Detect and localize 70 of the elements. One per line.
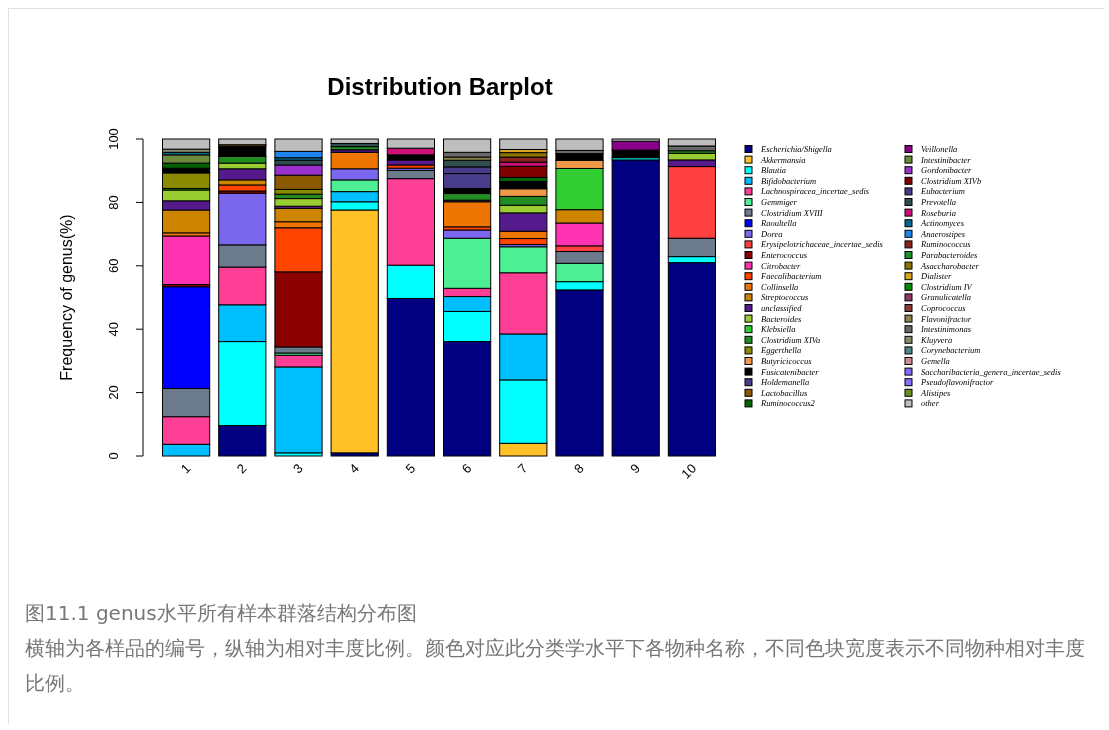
legend-label: Veillonella [921,144,958,154]
legend-label: Roseburia [920,207,956,218]
legend-label: Clostridium XVIII [761,207,824,218]
legend-label: Eggerthella [760,345,802,356]
y-axis-title: Frequency of genus(%) [58,214,75,381]
legend-label: Eubacterium [920,186,965,197]
legend-label: Bacteroides [761,313,802,324]
legend-label: Lactobacillus [760,387,808,398]
x-tick-label: 2 [233,460,250,477]
legend-label: Ruminococcus [920,239,972,250]
legend-label: Blautia [761,165,787,176]
x-tick-label: 10 [678,460,700,482]
legend-label: Actinomyces [920,218,965,229]
y-tick-label: 0 [105,452,121,460]
legend-label: other [921,398,940,409]
legend-label: Collinsella [761,281,799,292]
legend-label: Kluyvera [920,334,953,345]
x-tick-label: 9 [627,460,643,477]
legend-label: Clostridium XIVa [761,334,821,345]
legend-label: Ruminococcus2 [760,398,816,409]
y-tick-label: 100 [105,128,121,150]
legend-label: Prevotella [920,197,957,207]
legend-label: Coprococcus [921,303,967,313]
chart-title: Distribution Barplot [327,73,553,100]
legend-label: Gemella [921,356,950,366]
x-tick-label: 3 [290,460,306,477]
x-tick-label: 5 [402,460,419,477]
legend-label: Holdemanella [760,377,810,388]
legend-label: Lachnospiracea_incertae_sedis [760,186,870,197]
legend-label: Butyricicoccus [761,356,813,366]
legend-label: Klebsiella [760,324,796,335]
legend-label: Faecalibacterium [760,271,822,282]
y-tick-label: 80 [105,195,121,210]
legend-label: Asaccharobacter [920,260,980,271]
text: 横轴为各样品的编号，纵轴为相对丰度比例。颜色对应此分类学水平下各物种名称，不同色块宽度表示不同物种相对丰度比例。 [25,635,1086,697]
legend-label: Streptococcus [761,292,810,303]
legend-label: Dorea [760,228,783,239]
x-tick-label: 7 [514,460,531,477]
legend-label: Citrobacter [761,260,802,271]
legend-label: Bifidobacterium [761,175,817,186]
y-tick-label: 20 [105,385,121,400]
legend-label: Enterococcus [760,250,808,260]
y-tick-label: 60 [105,258,121,274]
legend-label: Flavonifractor [920,313,972,324]
legend-label: Raoultella [760,218,797,229]
legend-label: Gemmiger [761,197,798,207]
legend-label: Akkermansia [760,154,806,165]
legend-label: Anaerostipes [920,228,966,239]
x-tick-label: 6 [458,460,475,477]
legend-label: Dialister [920,271,952,282]
legend-label: Granulicatella [921,292,972,303]
x-tick-label: 4 [346,460,362,477]
legend-label: Alistipes [920,387,951,398]
caption: 图11.1 genus水平所有样本群落结构分布图 [25,600,418,627]
legend-label: Gordonibacter [921,165,972,176]
x-tick-label: 1 [177,460,194,477]
legend-label: Clostridium IV [921,281,974,292]
legend-label: unclassified [761,303,803,313]
y-tick-label: 40 [105,321,121,337]
legend-label: Parabacteroides [920,250,979,260]
legend-label: Fusicatenibacter [760,366,820,377]
legend-label: Clostridium XIVb [921,175,982,186]
x-tick-label: 8 [571,460,587,477]
legend-label: Escherichia/Shigella [760,144,832,154]
legend-label: Pseudoflavonifractor [920,377,994,388]
legend-label: Corynebacterium [921,345,981,356]
legend-label: Erysipelotrichaceae_incertae_sedis [760,239,884,250]
legend-label: Intestinimonas [920,324,972,335]
legend-label: Saccharibacteria_genera_incertae_sedis [921,366,1062,377]
legend-label: Intestinibacter [920,154,972,165]
